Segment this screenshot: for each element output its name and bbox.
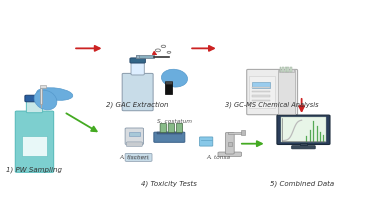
Ellipse shape: [37, 88, 73, 100]
FancyBboxPatch shape: [247, 69, 297, 115]
FancyBboxPatch shape: [129, 132, 140, 136]
FancyBboxPatch shape: [15, 111, 54, 172]
FancyBboxPatch shape: [136, 55, 154, 58]
FancyBboxPatch shape: [25, 95, 44, 102]
FancyBboxPatch shape: [130, 58, 146, 63]
FancyBboxPatch shape: [277, 115, 330, 144]
FancyBboxPatch shape: [126, 142, 143, 146]
Text: S. costatum: S. costatum: [157, 119, 192, 124]
FancyBboxPatch shape: [176, 123, 183, 133]
FancyBboxPatch shape: [252, 100, 270, 101]
FancyBboxPatch shape: [282, 67, 284, 72]
FancyBboxPatch shape: [281, 117, 326, 142]
FancyBboxPatch shape: [252, 95, 270, 97]
Ellipse shape: [34, 90, 57, 110]
Circle shape: [138, 156, 139, 158]
Text: 4) Toxicity Tests: 4) Toxicity Tests: [141, 181, 197, 187]
FancyBboxPatch shape: [225, 133, 234, 154]
FancyBboxPatch shape: [287, 67, 289, 72]
Text: A. fischeri: A. fischeri: [119, 155, 149, 160]
FancyBboxPatch shape: [154, 132, 185, 142]
Circle shape: [147, 158, 149, 160]
Text: 5) Combined Data: 5) Combined Data: [270, 181, 334, 187]
FancyBboxPatch shape: [228, 132, 242, 134]
FancyBboxPatch shape: [252, 87, 270, 88]
Circle shape: [128, 158, 130, 160]
FancyBboxPatch shape: [200, 137, 213, 146]
FancyBboxPatch shape: [40, 85, 46, 88]
FancyBboxPatch shape: [279, 69, 294, 72]
FancyBboxPatch shape: [125, 153, 152, 161]
Circle shape: [131, 158, 133, 160]
Text: 1) PW Sampling: 1) PW Sampling: [6, 167, 62, 173]
FancyBboxPatch shape: [218, 152, 241, 156]
FancyBboxPatch shape: [122, 73, 153, 111]
FancyBboxPatch shape: [160, 123, 167, 133]
Circle shape: [134, 156, 136, 158]
FancyBboxPatch shape: [157, 132, 182, 134]
Circle shape: [138, 158, 139, 160]
FancyBboxPatch shape: [252, 82, 270, 88]
Circle shape: [141, 158, 143, 160]
FancyBboxPatch shape: [168, 123, 174, 133]
FancyBboxPatch shape: [252, 91, 270, 92]
Text: 2) GAC Extraction: 2) GAC Extraction: [106, 101, 169, 108]
Circle shape: [134, 158, 136, 160]
Circle shape: [144, 158, 146, 160]
FancyBboxPatch shape: [125, 128, 144, 144]
FancyBboxPatch shape: [277, 70, 296, 114]
Text: 3) GC-MS Chemical Analysis: 3) GC-MS Chemical Analysis: [225, 101, 319, 108]
Circle shape: [144, 156, 146, 158]
Circle shape: [147, 156, 149, 158]
FancyBboxPatch shape: [26, 99, 42, 113]
FancyBboxPatch shape: [249, 76, 275, 108]
FancyBboxPatch shape: [290, 67, 292, 72]
FancyBboxPatch shape: [22, 136, 47, 156]
Text: A. tonsa: A. tonsa: [207, 155, 231, 160]
Ellipse shape: [161, 69, 188, 87]
Circle shape: [131, 156, 133, 158]
FancyBboxPatch shape: [292, 146, 315, 149]
FancyBboxPatch shape: [165, 82, 172, 94]
Circle shape: [128, 156, 130, 158]
FancyBboxPatch shape: [241, 130, 244, 135]
FancyBboxPatch shape: [131, 61, 144, 75]
FancyBboxPatch shape: [300, 143, 307, 146]
FancyBboxPatch shape: [228, 142, 232, 146]
FancyBboxPatch shape: [165, 81, 172, 84]
FancyBboxPatch shape: [285, 67, 287, 72]
FancyBboxPatch shape: [40, 88, 42, 104]
FancyBboxPatch shape: [136, 55, 139, 58]
Circle shape: [141, 156, 143, 158]
FancyBboxPatch shape: [279, 67, 281, 72]
